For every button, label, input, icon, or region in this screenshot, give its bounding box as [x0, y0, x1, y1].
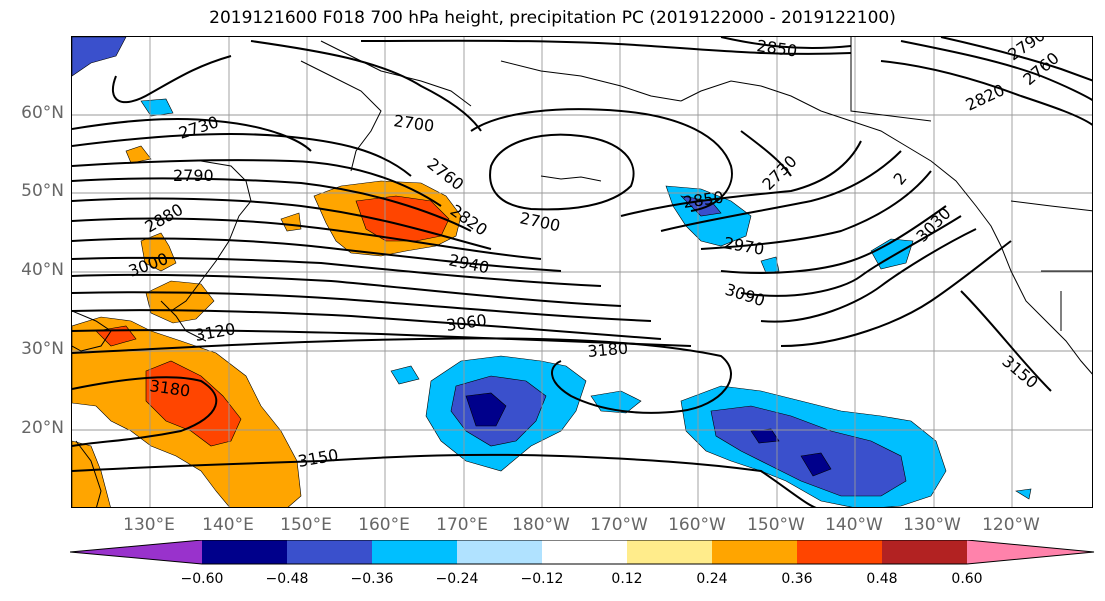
- colorbar-tick-label: 0.60: [951, 571, 983, 587]
- coastlines: [72, 37, 1092, 507]
- contour-label: 2940: [447, 250, 491, 277]
- contour-label: 2730: [758, 152, 800, 194]
- colorbar-segment: [712, 540, 797, 564]
- contour-label: 2700: [518, 208, 562, 235]
- lat-label-50n: 50°N: [21, 181, 64, 201]
- contour-label: 3180: [587, 339, 629, 361]
- contour-label: 2970: [722, 233, 765, 259]
- lon-label-170w: 170°W: [590, 515, 648, 535]
- lon-label-130e: 130°E: [123, 515, 175, 535]
- lon-label-140e: 140°E: [202, 515, 254, 535]
- lat-label-40n: 40°N: [21, 260, 64, 280]
- colorbar-extend-low: [70, 540, 202, 564]
- colorbar-tick-label: −0.48: [265, 571, 309, 587]
- colorbar-tick-label: −0.24: [435, 571, 479, 587]
- lon-label-130w: 130°W: [903, 515, 961, 535]
- map-frame: 2850 2700 2730 2790 2760 2880 2820 2700 …: [71, 36, 1093, 508]
- lon-label-180w: 180°W: [512, 515, 570, 535]
- colorbar-segment: [882, 540, 967, 564]
- contour-label: 2850: [755, 37, 798, 61]
- contour-label: 3150: [296, 445, 339, 471]
- lon-label-150w: 150°W: [747, 515, 805, 535]
- map-title: 2019121600 F018 700 hPa height, precipit…: [209, 8, 896, 28]
- contour-label: 2730: [176, 112, 221, 143]
- colorbar-segment: [202, 540, 287, 564]
- lat-label-60n: 60°N: [21, 103, 64, 123]
- colorbar-tick-label: −0.36: [350, 571, 394, 587]
- contour-label: 3060: [445, 310, 488, 334]
- colorbar-tick-label: 0.36: [781, 571, 813, 587]
- contour-label: 2790: [173, 166, 214, 185]
- colorbar-segment: [627, 540, 712, 564]
- lat-label-30n: 30°N: [21, 339, 64, 359]
- colorbar-segment: [542, 540, 627, 564]
- colorbar-tick-label: 0.48: [866, 571, 898, 587]
- height-contours: [72, 37, 1092, 507]
- contour-label: 2880: [142, 200, 187, 237]
- precip-shading: [72, 37, 1032, 507]
- colorbar-tick-label: 0.12: [611, 571, 643, 587]
- colorbar-extend-high: [967, 540, 1094, 564]
- colorbar-segment: [372, 540, 457, 564]
- lon-label-150e: 150°E: [280, 515, 332, 535]
- colorbar-segment: [287, 540, 372, 564]
- lon-label-160w: 160°W: [668, 515, 726, 535]
- colorbar-segment: [797, 540, 882, 564]
- lat-label-20n: 20°N: [21, 418, 64, 438]
- contour-label: 2820: [963, 80, 1008, 114]
- contour-label: 3090: [723, 280, 768, 311]
- contour-label: 2: [890, 169, 911, 189]
- lon-label-140w: 140°W: [825, 515, 883, 535]
- colorbar-tick-label: −0.12: [520, 571, 564, 587]
- colorbar-tick-label: 0.24: [696, 571, 728, 587]
- colorbar-segment: [457, 540, 542, 564]
- colorbar: [69, 539, 1096, 570]
- lon-label-120w: 120°W: [982, 515, 1040, 535]
- colorbar-segments: [70, 540, 1094, 564]
- lon-label-160e: 160°E: [358, 515, 410, 535]
- contour-label: 3120: [193, 319, 236, 345]
- colorbar-tick-label: −0.60: [180, 571, 224, 587]
- lon-label-170e: 170°E: [436, 515, 488, 535]
